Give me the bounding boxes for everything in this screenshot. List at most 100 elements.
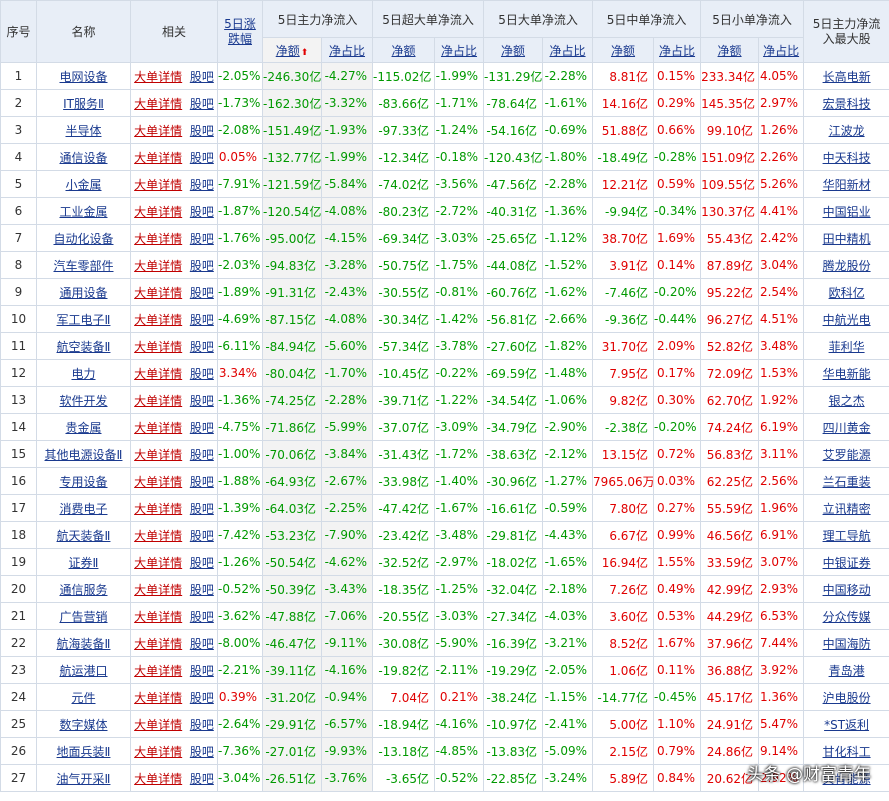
top-stock-link[interactable]: 宏景科技: [822, 96, 871, 111]
header-small-ratio-label[interactable]: 净占比: [763, 43, 800, 58]
sector-name-link[interactable]: 半导体: [65, 123, 102, 138]
header-large-amount[interactable]: 净额: [483, 37, 544, 63]
top-stock-link[interactable]: 中航光电: [822, 312, 871, 327]
big-order-detail-link[interactable]: 大单详情: [134, 258, 183, 273]
sector-name-link[interactable]: 军工电子Ⅱ: [56, 312, 111, 327]
top-stock-link[interactable]: 中国移动: [822, 582, 871, 597]
sector-name-link[interactable]: 专用设备: [59, 474, 108, 489]
top-stock-link[interactable]: 田中精机: [822, 231, 871, 246]
forum-link[interactable]: 股吧: [189, 177, 214, 192]
big-order-detail-link[interactable]: 大单详情: [134, 474, 183, 489]
top-stock-link[interactable]: 四川黄金: [822, 420, 871, 435]
forum-link[interactable]: 股吧: [189, 636, 214, 651]
header-small-ratio[interactable]: 净占比: [758, 37, 805, 63]
top-stock-link[interactable]: 青岛港: [828, 663, 865, 678]
sector-name-link[interactable]: 航天装备Ⅱ: [56, 528, 111, 543]
forum-link[interactable]: 股吧: [189, 285, 214, 300]
header-main-amount-label[interactable]: 净额: [275, 43, 300, 58]
header-medium-ratio-label[interactable]: 净占比: [659, 43, 696, 58]
top-stock-link[interactable]: 中国铝业: [822, 204, 871, 219]
big-order-detail-link[interactable]: 大单详情: [134, 636, 183, 651]
big-order-detail-link[interactable]: 大单详情: [134, 771, 183, 786]
sector-name-link[interactable]: 航运港口: [59, 663, 108, 678]
forum-link[interactable]: 股吧: [189, 231, 214, 246]
sector-name-link[interactable]: 消费电子: [59, 501, 108, 516]
forum-link[interactable]: 股吧: [189, 258, 214, 273]
forum-link[interactable]: 股吧: [189, 96, 214, 111]
forum-link[interactable]: 股吧: [189, 744, 214, 759]
forum-link[interactable]: 股吧: [189, 771, 214, 786]
forum-link[interactable]: 股吧: [189, 717, 214, 732]
top-stock-link[interactable]: 分众传媒: [822, 609, 871, 624]
big-order-detail-link[interactable]: 大单详情: [134, 204, 183, 219]
header-small-amount[interactable]: 净额: [700, 37, 760, 63]
forum-link[interactable]: 股吧: [189, 150, 214, 165]
big-order-detail-link[interactable]: 大单详情: [134, 663, 183, 678]
top-stock-link[interactable]: 艾罗能源: [822, 447, 871, 462]
header-main-ratio[interactable]: 净占比: [320, 37, 374, 63]
big-order-detail-link[interactable]: 大单详情: [134, 96, 183, 111]
top-stock-link[interactable]: 长高电新: [822, 69, 871, 84]
forum-link[interactable]: 股吧: [189, 555, 214, 570]
big-order-detail-link[interactable]: 大单详情: [134, 285, 183, 300]
sector-name-link[interactable]: 证券Ⅱ: [68, 555, 99, 570]
top-stock-link[interactable]: 菲利华: [828, 339, 865, 354]
top-stock-link[interactable]: 兰石重装: [822, 474, 871, 489]
sector-name-link[interactable]: 元件: [71, 690, 96, 705]
forum-link[interactable]: 股吧: [189, 474, 214, 489]
forum-link[interactable]: 股吧: [189, 582, 214, 597]
header-5day-change[interactable]: 5日涨跌幅: [217, 0, 263, 63]
big-order-detail-link[interactable]: 大单详情: [134, 123, 183, 138]
top-stock-link[interactable]: 华电新能: [822, 366, 871, 381]
big-order-detail-link[interactable]: 大单详情: [134, 366, 183, 381]
sector-name-link[interactable]: 其他电源设备Ⅱ: [44, 447, 123, 462]
sector-name-link[interactable]: 通信服务: [59, 582, 108, 597]
big-order-detail-link[interactable]: 大单详情: [134, 582, 183, 597]
big-order-detail-link[interactable]: 大单详情: [134, 393, 183, 408]
top-stock-link[interactable]: 腾龙股份: [822, 258, 871, 273]
top-stock-link[interactable]: 中天科技: [822, 150, 871, 165]
big-order-detail-link[interactable]: 大单详情: [134, 609, 183, 624]
forum-link[interactable]: 股吧: [189, 690, 214, 705]
sector-name-link[interactable]: 数字媒体: [59, 717, 108, 732]
sector-name-link[interactable]: 地面兵装Ⅱ: [56, 744, 111, 759]
top-stock-link[interactable]: *ST返利: [824, 717, 870, 732]
forum-link[interactable]: 股吧: [189, 501, 214, 516]
sector-name-link[interactable]: 广告营销: [59, 609, 108, 624]
sector-name-link[interactable]: 小金属: [65, 177, 102, 192]
big-order-detail-link[interactable]: 大单详情: [134, 744, 183, 759]
header-super-ratio-label[interactable]: 净占比: [441, 43, 478, 58]
big-order-detail-link[interactable]: 大单详情: [134, 528, 183, 543]
header-main-amount[interactable]: 净额⬆: [262, 37, 322, 63]
top-stock-link[interactable]: 贝肯能源: [822, 771, 871, 786]
sector-name-link[interactable]: 航海装备Ⅱ: [56, 636, 111, 651]
header-medium-amount[interactable]: 净额: [592, 37, 655, 63]
top-stock-link[interactable]: 立讯精密: [822, 501, 871, 516]
big-order-detail-link[interactable]: 大单详情: [134, 231, 183, 246]
big-order-detail-link[interactable]: 大单详情: [134, 69, 183, 84]
big-order-detail-link[interactable]: 大单详情: [134, 312, 183, 327]
header-super-amount[interactable]: 净额: [372, 37, 436, 63]
header-medium-ratio[interactable]: 净占比: [653, 37, 702, 63]
top-stock-link[interactable]: 中银证券: [822, 555, 871, 570]
forum-link[interactable]: 股吧: [189, 339, 214, 354]
sector-name-link[interactable]: 工业金属: [59, 204, 108, 219]
header-main-ratio-label[interactable]: 净占比: [329, 43, 366, 58]
big-order-detail-link[interactable]: 大单详情: [134, 447, 183, 462]
forum-link[interactable]: 股吧: [189, 609, 214, 624]
sector-name-link[interactable]: 通用设备: [59, 285, 108, 300]
header-large-ratio-label[interactable]: 净占比: [549, 43, 586, 58]
top-stock-link[interactable]: 沪电股份: [822, 690, 871, 705]
sector-name-link[interactable]: 软件开发: [59, 393, 108, 408]
big-order-detail-link[interactable]: 大单详情: [134, 501, 183, 516]
forum-link[interactable]: 股吧: [189, 663, 214, 678]
forum-link[interactable]: 股吧: [189, 393, 214, 408]
forum-link[interactable]: 股吧: [189, 366, 214, 381]
header-small-amount-label[interactable]: 净额: [717, 43, 742, 58]
sector-name-link[interactable]: 航空装备Ⅱ: [56, 339, 111, 354]
big-order-detail-link[interactable]: 大单详情: [134, 555, 183, 570]
top-stock-link[interactable]: 华阳新材: [822, 177, 871, 192]
big-order-detail-link[interactable]: 大单详情: [134, 690, 183, 705]
sector-name-link[interactable]: IT服务Ⅱ: [63, 96, 104, 111]
header-super-amount-label[interactable]: 净额: [391, 43, 416, 58]
